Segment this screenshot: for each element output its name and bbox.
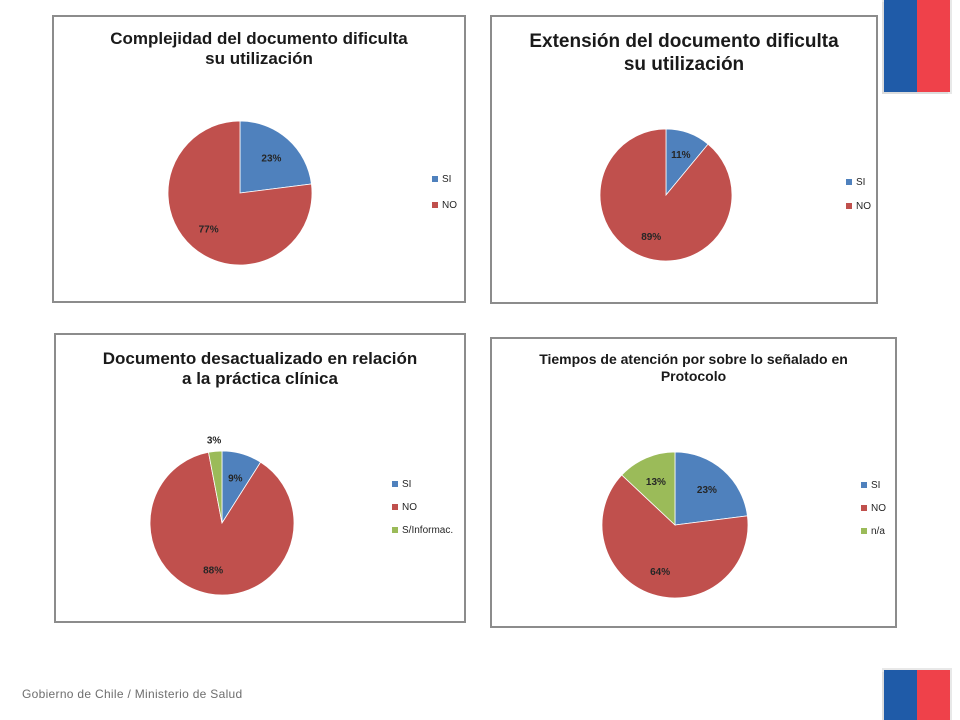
data-label: 89% [641,232,661,243]
data-label: 23% [261,153,281,164]
flag-red-band [917,0,950,92]
legend-swatch [861,482,867,488]
data-label: 64% [650,567,670,578]
legend-swatch [432,202,438,208]
legend-label: SI [856,177,865,188]
pie-chart: 11% 89% SI NO [599,128,871,262]
pie-slice-si [239,120,312,194]
legend-swatch [392,527,398,533]
legend-swatch [861,528,867,534]
pie-slice-no [601,474,749,599]
pie-chart: 9% 88% 3% SI NO S/Informac. [149,435,453,596]
chart-title: Extensión del documento dificulta su uti… [529,31,839,75]
legend-swatch [392,481,398,487]
legend-swatch [846,179,852,185]
data-label: 11% [671,150,691,161]
pie-slice-no [167,120,313,266]
pie-chart: 23% 77% SI NO [167,120,457,266]
pie-slice-no [149,451,295,596]
pie-slice-no [599,128,733,262]
legend-label: NO [856,201,871,212]
legend-swatch [392,504,398,510]
footer-text: Gobierno de Chile / Ministerio de Salud [22,687,243,701]
legend-swatch [861,505,867,511]
legend-label: NO [871,503,886,514]
chart-desactualizado: Documento desactualizado en relación a l… [54,333,466,623]
chile-flag-top [884,0,950,92]
legend-swatch [432,176,438,182]
flag-blue-band [884,0,917,92]
pie-chart: 23% 64% 13% SI NO n/a [601,451,886,599]
data-label: 3% [207,435,222,446]
legend-label: SI [871,480,880,491]
flag-red-band [917,670,950,720]
data-label: 9% [228,473,243,484]
flag-blue-band [884,670,917,720]
chart-tiempos: Tiempos de atención por sobre lo señalad… [490,337,897,628]
pie-slice-n-a [621,451,676,526]
pie-slice-s-informac- [208,450,223,524]
data-label: 13% [646,477,666,488]
legend-label: NO [402,502,417,513]
chile-flag-bottom [884,670,950,720]
chart-title: Documento desactualizado en relación a l… [102,349,418,389]
chart-title: Complejidad del documento dificulta su u… [110,29,408,69]
legend-label: SI [402,479,411,490]
chart-complejidad: Complejidad del documento dificulta su u… [52,15,466,303]
chart-extension: Extensión del documento dificulta su uti… [490,15,878,304]
data-label: 23% [697,485,717,496]
data-label: 77% [199,225,219,236]
legend-label: n/a [871,526,885,537]
legend-label: SI [442,174,451,185]
pie-slice-si [674,451,748,526]
chart-title: Tiempos de atención por sobre lo señalad… [539,351,848,384]
data-label: 88% [203,566,223,577]
legend-label: S/Informac. [402,525,453,536]
legend-label: NO [442,200,457,211]
legend-swatch [846,203,852,209]
